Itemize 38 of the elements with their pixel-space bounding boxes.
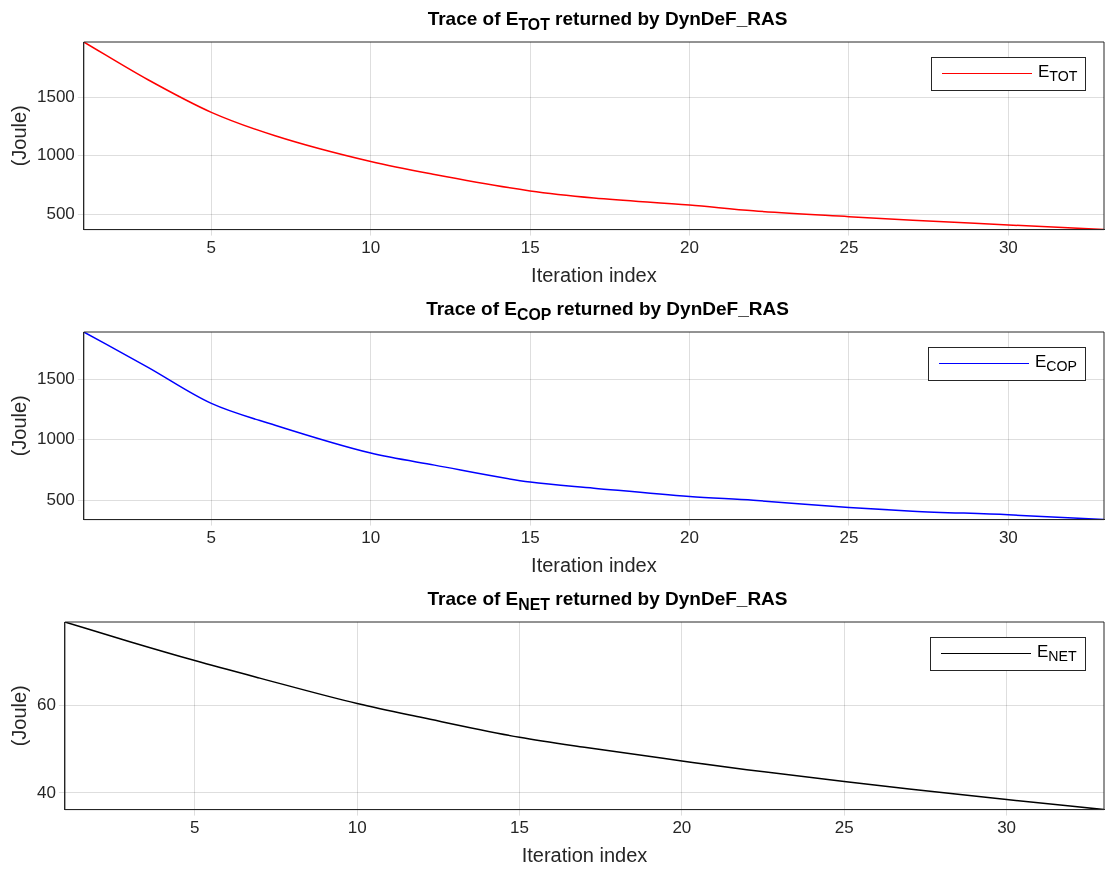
x-tick-label: 25 (839, 528, 859, 548)
x-tick-label: 30 (997, 818, 1017, 838)
x-tick-label: 10 (361, 238, 381, 258)
x-tick-label: 15 (510, 818, 529, 838)
x-tick-label: 25 (839, 238, 859, 258)
x-tick-label: 10 (361, 528, 381, 548)
x-tick-label: 30 (998, 528, 1018, 548)
chart-title: Trace of E$_{TOT}$ returned by DynDeF_RAS (426, 8, 789, 34)
x-tick-label: 15 (520, 528, 540, 548)
x-tick-label: 5 (190, 818, 200, 838)
legend-box: E$_{TOT}$ (931, 57, 1087, 92)
x-tick-label: 20 (680, 238, 700, 258)
y-tick-label: 500 (46, 204, 75, 224)
y-axis-title: (Joule) (7, 395, 30, 457)
x-tick-label: 20 (680, 528, 700, 548)
x-axis-title: Iteration index (531, 553, 657, 576)
x-tick-label: 25 (834, 818, 854, 838)
x-tick-label: 10 (347, 818, 367, 838)
x-tick-label: 5 (206, 238, 217, 258)
x-tick-label: 5 (206, 528, 217, 548)
x-axis-title: Iteration index (521, 843, 648, 866)
chart-title: Trace of E$_{COP}$ returned by DynDeF_RAS (425, 298, 790, 324)
y-tick-label: 1000 (36, 429, 75, 449)
x-tick-label: 20 (672, 818, 692, 838)
y-tick-label: 1500 (36, 86, 75, 106)
chart-title: Trace of E$_{NET}$ returned by DynDeF_RAS (426, 588, 789, 614)
y-tick-label: 40 (36, 782, 56, 802)
legend-box: E$_{NET}$ (930, 637, 1086, 672)
y-tick-label: 1500 (36, 368, 75, 388)
y-tick-label: 1000 (36, 145, 75, 165)
y-axis-title: (Joule) (7, 685, 30, 747)
legend-box: E$_{COP}$ (928, 347, 1087, 382)
y-tick-label: 500 (46, 489, 75, 509)
y-tick-label: 60 (36, 694, 56, 714)
y-axis-title: (Joule) (7, 105, 30, 167)
x-tick-label: 15 (520, 238, 540, 258)
x-tick-label: 30 (998, 238, 1018, 258)
x-axis-title: Iteration index (531, 263, 657, 286)
